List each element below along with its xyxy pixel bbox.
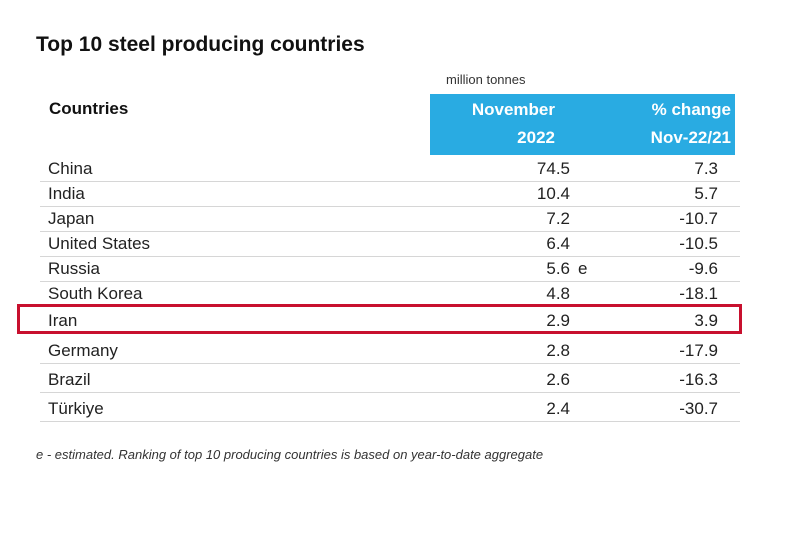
country-name: Brazil — [48, 370, 91, 389]
country-name: United States — [48, 234, 151, 253]
november-value: 5.6 — [546, 259, 570, 278]
table-row: India 10.4 5.7 — [40, 182, 740, 207]
november-value: 6.4 — [546, 234, 570, 253]
november-value: 10.4 — [536, 184, 570, 203]
november-value: 2.4 — [546, 399, 570, 418]
table-row: Iran 2.9 3.9 — [40, 309, 740, 333]
estimate-flag: e — [578, 259, 588, 278]
unit-label: million tonnes — [446, 72, 526, 87]
table-row: Germany 2.8 -17.9 — [40, 339, 740, 364]
november-value: 74.5 — [536, 159, 570, 178]
country-name: Iran — [48, 311, 78, 330]
table-row: Türkiye 2.4 -30.7 — [40, 397, 740, 422]
header-pct-change-line2: Nov-22/21 — [650, 128, 731, 147]
country-name: South Korea — [48, 284, 143, 303]
pct-change-value: -30.7 — [679, 399, 718, 418]
country-name: Russia — [48, 259, 100, 278]
header-november-line2: 2022 — [517, 128, 555, 147]
pct-change-value: -10.7 — [679, 209, 718, 228]
pct-change-value: -16.3 — [679, 370, 718, 389]
country-name: Germany — [48, 341, 118, 360]
pct-change-value: 3.9 — [694, 311, 718, 330]
country-name: India — [48, 184, 85, 203]
table-row: Japan 7.2 -10.7 — [40, 207, 740, 232]
country-name: Japan — [48, 209, 95, 228]
header-pct-change: % change Nov-22/21 — [590, 96, 731, 152]
header-november-line1: November — [471, 100, 555, 119]
footnote: e - estimated. Ranking of top 10 produci… — [36, 447, 544, 462]
november-value: 2.8 — [546, 341, 570, 360]
november-value: 7.2 — [546, 209, 570, 228]
november-value: 4.8 — [546, 284, 570, 303]
pct-change-value: 5.7 — [694, 184, 718, 203]
table-row: Russia 5.6 e -9.6 — [40, 257, 740, 282]
header-pct-change-line1: % change — [651, 100, 731, 119]
country-name: China — [48, 159, 93, 178]
november-value: 2.6 — [546, 370, 570, 389]
november-value: 2.9 — [546, 311, 570, 330]
pct-change-value: -17.9 — [679, 341, 718, 360]
header-band: November 2022 % change Nov-22/21 — [430, 94, 735, 155]
table-title: Top 10 steel producing countries — [36, 33, 365, 56]
pct-change-value: -10.5 — [679, 234, 718, 253]
table-row: China 74.5 7.3 — [40, 157, 740, 182]
header-countries: Countries — [49, 99, 129, 118]
highlight-box-iran — [17, 304, 742, 334]
table-row: United States 6.4 -10.5 — [40, 232, 740, 257]
pct-change-value: -18.1 — [679, 284, 718, 303]
pct-change-value: 7.3 — [694, 159, 718, 178]
country-name: Türkiye — [48, 399, 104, 418]
header-november: November 2022 — [430, 96, 555, 152]
pct-change-value: -9.6 — [688, 259, 718, 278]
table-row: Brazil 2.6 -16.3 — [40, 368, 740, 393]
